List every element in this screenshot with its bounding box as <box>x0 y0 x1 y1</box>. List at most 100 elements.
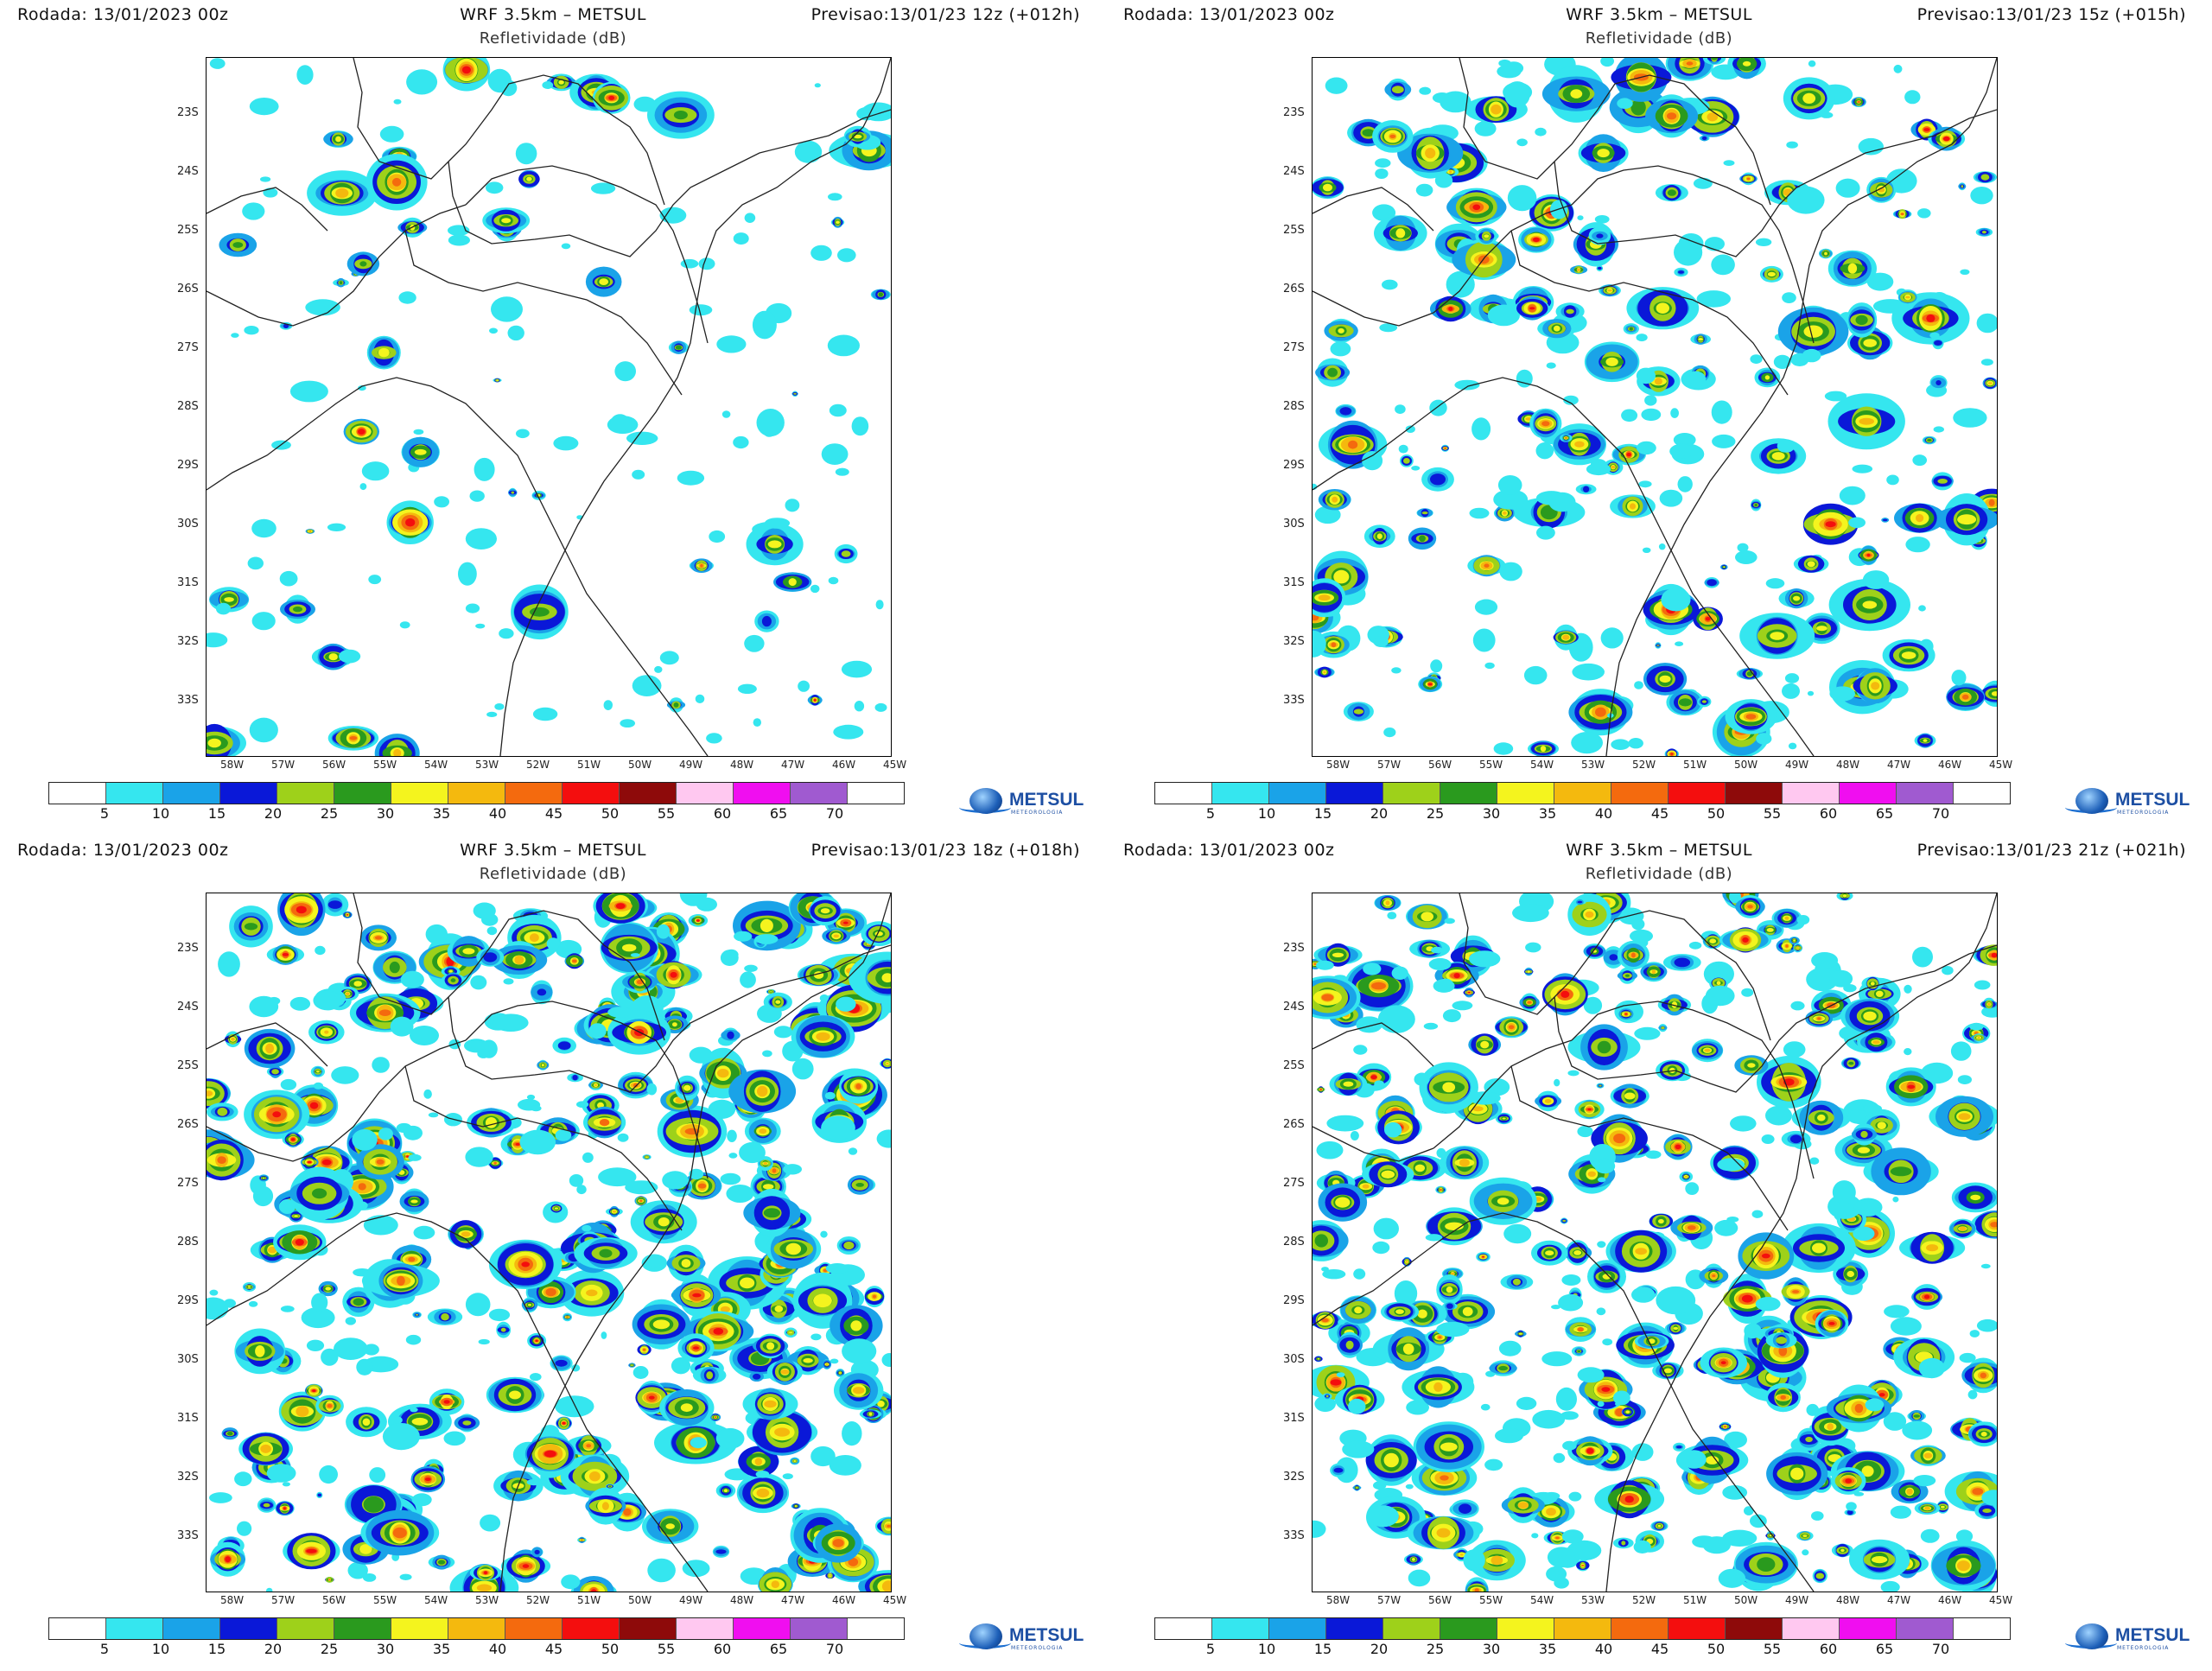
colorbar-label: 60 <box>713 805 732 822</box>
reflectivity-cell <box>1788 742 1797 750</box>
reflectivity-cell <box>647 1558 676 1583</box>
variable-subtitle: Refletividade (dB) <box>479 29 627 48</box>
reflectivity-cell <box>1712 434 1736 448</box>
boundary-line <box>1313 377 1815 756</box>
reflectivity-cell <box>1583 486 1590 492</box>
reflectivity-cell <box>837 248 856 263</box>
forecast-panel-2: Rodada: 13/01/2023 00z WRF 3.5km – METSU… <box>1106 0 2212 836</box>
reflectivity-cell <box>1991 952 1997 958</box>
model-title: WRF 3.5km – METSUL <box>460 841 646 860</box>
longitude-label: 51W <box>1683 759 1707 771</box>
reflectivity-cell <box>1560 1411 1579 1420</box>
colorbar-swatch <box>334 1618 391 1639</box>
reflectivity-cell <box>1766 928 1774 932</box>
reflectivity-cell <box>1828 1322 1835 1325</box>
reflectivity-cell <box>1755 1297 1781 1312</box>
reflectivity-cell <box>1927 439 1932 442</box>
reflectivity-cell <box>1613 1134 1626 1144</box>
reflectivity-cell <box>1784 673 1800 683</box>
reflectivity-cell <box>615 903 626 909</box>
run-label: Rodada: 13/01/2023 00z <box>1123 841 1335 860</box>
reflectivity-cell <box>1508 1025 1515 1030</box>
reflectivity-cell <box>1563 395 1579 405</box>
reflectivity-cell <box>1857 100 1860 104</box>
reflectivity-cell <box>234 1471 252 1487</box>
reflectivity-cell <box>353 1298 365 1306</box>
reflectivity-cell <box>1332 496 1338 503</box>
reflectivity-cell <box>393 748 402 756</box>
reflectivity-cell <box>209 58 226 69</box>
reflectivity-cell <box>828 576 839 585</box>
reflectivity-cell <box>1566 308 1574 315</box>
reflectivity-cell <box>526 1094 536 1100</box>
colorbar-swatch <box>1269 783 1326 804</box>
reflectivity-cell <box>582 1152 594 1163</box>
reflectivity-cell <box>626 431 658 445</box>
latitude-label: 28S <box>177 400 199 413</box>
reflectivity-cell <box>842 1421 862 1446</box>
reflectivity-cell <box>1637 441 1656 455</box>
reflectivity-cell <box>557 1041 571 1050</box>
reflectivity-cell <box>414 448 427 455</box>
reflectivity-cell <box>1817 1017 1821 1020</box>
reflectivity-cell <box>500 1327 506 1332</box>
reflectivity-cell <box>1750 354 1763 364</box>
boundary-line <box>404 1065 683 1231</box>
reflectivity-cell <box>368 575 382 585</box>
reflectivity-cell <box>1621 409 1638 423</box>
reflectivity-cell <box>1741 988 1754 997</box>
reflectivity-cell <box>1385 900 1390 905</box>
reflectivity-cell <box>785 499 800 512</box>
reflectivity-cell <box>1855 315 1868 326</box>
reflectivity-cell <box>1348 440 1358 449</box>
reflectivity-cell <box>1866 553 1871 557</box>
colorbar <box>48 782 905 804</box>
reflectivity-cell <box>753 718 761 727</box>
colorbar-swatch <box>791 1618 848 1639</box>
reflectivity-cell <box>346 914 349 916</box>
reflectivity-cell <box>1670 753 1674 755</box>
reflectivity-cell <box>636 979 644 985</box>
reflectivity-cell <box>1912 454 1927 467</box>
reflectivity-cell <box>1871 682 1880 690</box>
reflectivity-cell <box>296 905 307 914</box>
reflectivity-cell <box>826 1363 828 1366</box>
reflectivity-cell <box>1770 632 1785 640</box>
colorbar-swatch <box>49 783 106 804</box>
reflectivity-cell <box>480 1514 501 1532</box>
reflectivity-cell <box>1756 733 1772 745</box>
reflectivity-cell <box>726 1185 754 1203</box>
reflectivity-cell <box>1980 1263 1991 1269</box>
reflectivity-cell <box>1450 1272 1455 1275</box>
reflectivity-cell <box>659 206 687 224</box>
colorbar-swatch <box>1954 783 2010 804</box>
reflectivity-cell <box>693 1346 699 1350</box>
reflectivity-cell <box>727 1129 737 1142</box>
longitude-label: 52W <box>526 759 550 771</box>
colorbar-label: 15 <box>1313 805 1332 822</box>
reflectivity-cell <box>1848 1061 1854 1065</box>
reflectivity-cell <box>752 310 777 340</box>
reflectivity-cell <box>289 996 311 1011</box>
reflectivity-cell <box>1988 382 1993 384</box>
reflectivity-cell <box>1565 437 1567 439</box>
reflectivity-cell <box>405 518 416 527</box>
reflectivity-cell <box>1893 64 1903 73</box>
reflectivity-cell <box>1667 189 1676 196</box>
reflectivity-cell <box>1951 670 1967 686</box>
reflectivity-cell <box>1936 380 1942 385</box>
reflectivity-cell <box>1525 942 1541 953</box>
reflectivity-cell <box>1658 543 1666 550</box>
reflectivity-cell <box>1960 269 1970 275</box>
logo-text: METSUL <box>1009 1625 1084 1645</box>
reflectivity-cell <box>1484 563 1490 568</box>
globe-icon <box>969 1623 1002 1649</box>
boundary-line <box>327 204 467 314</box>
reflectivity-cell <box>1391 667 1402 674</box>
reflectivity-cell <box>1709 938 1717 944</box>
reflectivity-cell <box>681 1259 691 1268</box>
reflectivity-cell <box>280 1078 297 1090</box>
reflectivity-cell <box>881 973 891 983</box>
reflectivity-cell <box>1661 588 1691 612</box>
reflectivity-cell <box>648 1395 655 1400</box>
